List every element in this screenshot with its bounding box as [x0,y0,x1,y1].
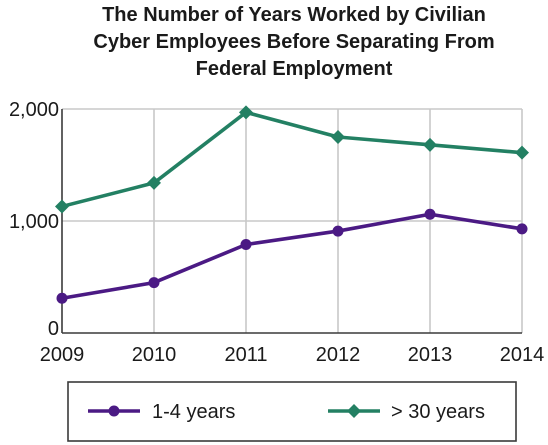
series-2-point [147,175,161,190]
legend-box [67,381,517,442]
series-1-point [56,292,68,304]
legend-label-1: 1-4 years [152,401,235,423]
series-2-point [331,130,345,144]
legend-label-2: > 30 years [391,401,485,423]
x-tick-label: 2014 [500,344,545,366]
x-tick-label: 2011 [224,344,267,366]
chart-title-line-1: The Number of Years Worked by Civilian [102,4,486,26]
data-series [55,105,529,304]
legend: 1-4 years > 30 years [67,381,517,442]
chart-title-line-2: Cyber Employees Before Separating From [93,31,494,53]
y-tick-label: 0 [48,318,59,340]
legend-marker-2 [347,404,361,418]
series-1-point [424,208,436,220]
series-1-point [332,225,344,237]
series-2-point [55,199,69,214]
series-1-point [148,277,160,289]
series-2-point [239,105,253,120]
grid-lines [62,109,522,333]
x-tick-label: 2012 [316,344,361,366]
chart-title: The Number of Years Worked by Civilian C… [93,4,494,80]
x-tick-label: 2009 [40,344,85,366]
series-2-point [515,145,529,160]
series-2-point [423,137,437,152]
series-1-point [516,223,528,235]
tick-labels: 0 1,000 2,000 2009 2010 2011 2012 2013 2014 [9,99,544,366]
legend-marker-1 [108,405,120,417]
series-line-2 [61,110,523,209]
y-tick-label: 1,000 [9,211,59,233]
x-tick-label: 2013 [408,344,453,366]
chart-title-line-3: Federal Employment [196,58,393,80]
x-tick-label: 2010 [132,344,177,366]
series-line-1 [61,212,523,301]
y-tick-label: 2,000 [9,99,59,121]
series-1-point [240,239,252,251]
